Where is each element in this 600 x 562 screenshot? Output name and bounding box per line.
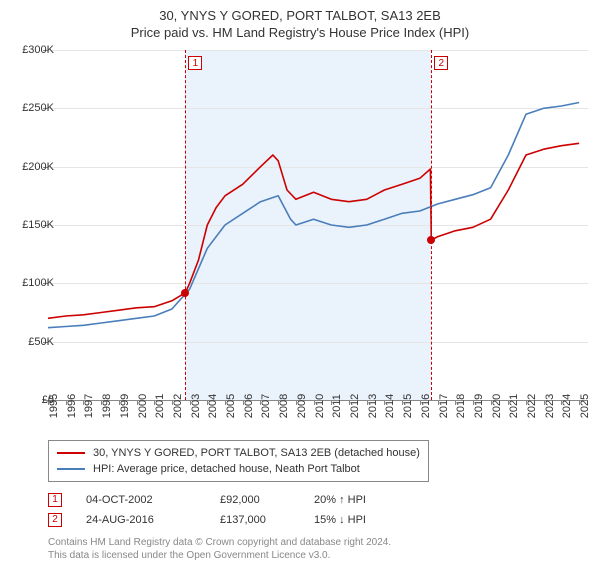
x-tick-label: 2014: [384, 394, 396, 418]
transaction-price: £92,000: [220, 490, 290, 510]
x-tick-label: 2005: [225, 394, 237, 418]
x-tick-label: 2010: [314, 394, 326, 418]
x-tick-label: 2011: [331, 394, 343, 418]
transaction-marker: 1: [48, 493, 62, 507]
legend-item: 30, YNYS Y GORED, PORT TALBOT, SA13 2EB …: [57, 445, 420, 461]
y-tick-label: £150K: [22, 219, 54, 231]
transaction-diff: 20% ↑ HPI: [314, 490, 404, 510]
x-tick-label: 2016: [420, 394, 432, 418]
chart-title: 30, YNYS Y GORED, PORT TALBOT, SA13 2EB: [0, 8, 600, 23]
x-tick-label: 2004: [207, 394, 219, 418]
event-marker-dot: [181, 289, 189, 297]
event-marker-label: 2: [434, 56, 448, 70]
x-tick-label: 2012: [349, 394, 361, 418]
y-tick-label: £100K: [22, 277, 54, 289]
event-marker-dot: [427, 236, 435, 244]
x-tick-label: 2021: [508, 394, 520, 418]
legend-item: HPI: Average price, detached house, Neat…: [57, 461, 420, 477]
legend-label: HPI: Average price, detached house, Neat…: [93, 461, 360, 477]
chart-subtitle: Price paid vs. HM Land Registry's House …: [0, 25, 600, 40]
x-tick-label: 2019: [473, 394, 485, 418]
y-tick-label: £0: [42, 394, 54, 406]
x-tick-label: 1997: [83, 394, 95, 418]
y-tick-label: £200K: [22, 161, 54, 173]
legend-swatch: [57, 468, 85, 470]
y-tick-label: £50K: [28, 336, 54, 348]
legend-label: 30, YNYS Y GORED, PORT TALBOT, SA13 2EB …: [93, 445, 420, 461]
transaction-date: 04-OCT-2002: [86, 490, 196, 510]
x-tick-label: 1998: [101, 394, 113, 418]
x-tick-label: 2022: [526, 394, 538, 418]
transaction-table: 1 04-OCT-2002 £92,000 20% ↑ HPI 2 24-AUG-2016…: [48, 490, 588, 530]
legend-and-footer: 30, YNYS Y GORED, PORT TALBOT, SA13 2EB …: [48, 440, 588, 562]
titles: 30, YNYS Y GORED, PORT TALBOT, SA13 2EB …: [0, 0, 600, 40]
transaction-price: £137,000: [220, 510, 290, 530]
y-tick-label: £250K: [22, 102, 54, 114]
x-tick-label: 2024: [561, 394, 573, 418]
chart-container: 30, YNYS Y GORED, PORT TALBOT, SA13 2EB …: [0, 0, 600, 560]
x-tick-label: 2020: [491, 394, 503, 418]
series-line: [48, 103, 579, 328]
x-tick-label: 2006: [243, 394, 255, 418]
x-tick-label: 2007: [260, 394, 272, 418]
x-tick-label: 1996: [66, 394, 78, 418]
legend-swatch: [57, 452, 85, 454]
footer-line-2: This data is licensed under the Open Gov…: [48, 549, 588, 562]
x-tick-label: 2015: [402, 394, 414, 418]
x-tick-label: 2008: [278, 394, 290, 418]
transaction-date: 24-AUG-2016: [86, 510, 196, 530]
x-tick-label: 2009: [296, 394, 308, 418]
series-line: [48, 143, 579, 318]
footer-attribution: Contains HM Land Registry data © Crown c…: [48, 536, 588, 562]
event-marker-line: [431, 50, 432, 400]
x-tick-label: 2003: [190, 394, 202, 418]
footer-line-1: Contains HM Land Registry data © Crown c…: [48, 536, 588, 549]
transaction-row: 2 24-AUG-2016 £137,000 15% ↓ HPI: [48, 510, 588, 530]
x-tick-label: 2002: [172, 394, 184, 418]
x-tick-label: 1999: [119, 394, 131, 418]
transaction-row: 1 04-OCT-2002 £92,000 20% ↑ HPI: [48, 490, 588, 510]
x-tick-label: 2018: [455, 394, 467, 418]
y-tick-label: £300K: [22, 44, 54, 56]
x-tick-label: 2017: [438, 394, 450, 418]
line-series-svg: [48, 50, 588, 400]
transaction-marker: 2: [48, 513, 62, 527]
x-tick-label: 2013: [367, 394, 379, 418]
legend-box: 30, YNYS Y GORED, PORT TALBOT, SA13 2EB …: [48, 440, 429, 482]
event-marker-line: [185, 50, 186, 400]
x-tick-label: 2023: [544, 394, 556, 418]
event-marker-label: 1: [188, 56, 202, 70]
x-tick-label: 2025: [579, 394, 591, 418]
x-tick-label: 2000: [137, 394, 149, 418]
x-tick-label: 2001: [154, 394, 166, 418]
plot-area: 1995199619971998199920002001200220032004…: [48, 50, 588, 401]
transaction-diff: 15% ↓ HPI: [314, 510, 404, 530]
